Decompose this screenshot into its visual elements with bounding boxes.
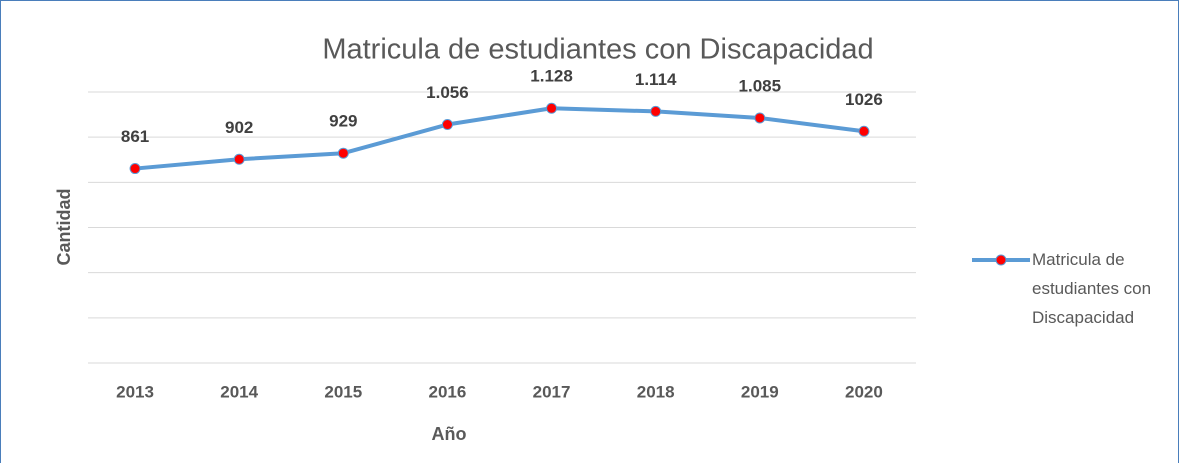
x-axis-title: Año — [432, 424, 467, 444]
data-label: 1026 — [845, 90, 883, 109]
legend-box: Matricula de estudiantes con Discapacida… — [1032, 250, 1152, 327]
data-label: 1.114 — [635, 70, 677, 89]
x-tick-label: 2020 — [845, 382, 883, 401]
data-point — [129, 163, 141, 175]
y-axis-title: Cantidad — [54, 188, 74, 265]
data-label: 861 — [121, 127, 149, 146]
x-tick-label: 2015 — [324, 382, 362, 401]
data-point — [337, 147, 349, 159]
data-point — [650, 105, 662, 117]
data-label: 1.085 — [739, 76, 782, 95]
x-tick-label: 2018 — [637, 382, 675, 401]
data-point — [858, 125, 870, 137]
x-tick-label: 2019 — [741, 382, 779, 401]
x-tick-label: 2017 — [533, 382, 571, 401]
chart-title: Matricula de estudiantes con Discapacida… — [322, 34, 873, 66]
x-tick-label: 2016 — [429, 382, 467, 401]
data-label: 1.128 — [530, 67, 573, 86]
legend-label: Matricula de estudiantes con Discapacida… — [1032, 250, 1152, 327]
legend-marker — [995, 254, 1007, 266]
data-label: 929 — [329, 112, 357, 131]
x-tick-label: 2013 — [116, 382, 154, 401]
series-line — [134, 106, 865, 171]
data-label: 902 — [225, 118, 253, 137]
x-tick-label: 2014 — [220, 382, 258, 401]
data-point — [233, 153, 245, 165]
data-point — [441, 119, 453, 131]
data-label: 1.056 — [426, 83, 469, 102]
data-point — [754, 112, 766, 124]
data-point — [546, 102, 558, 114]
